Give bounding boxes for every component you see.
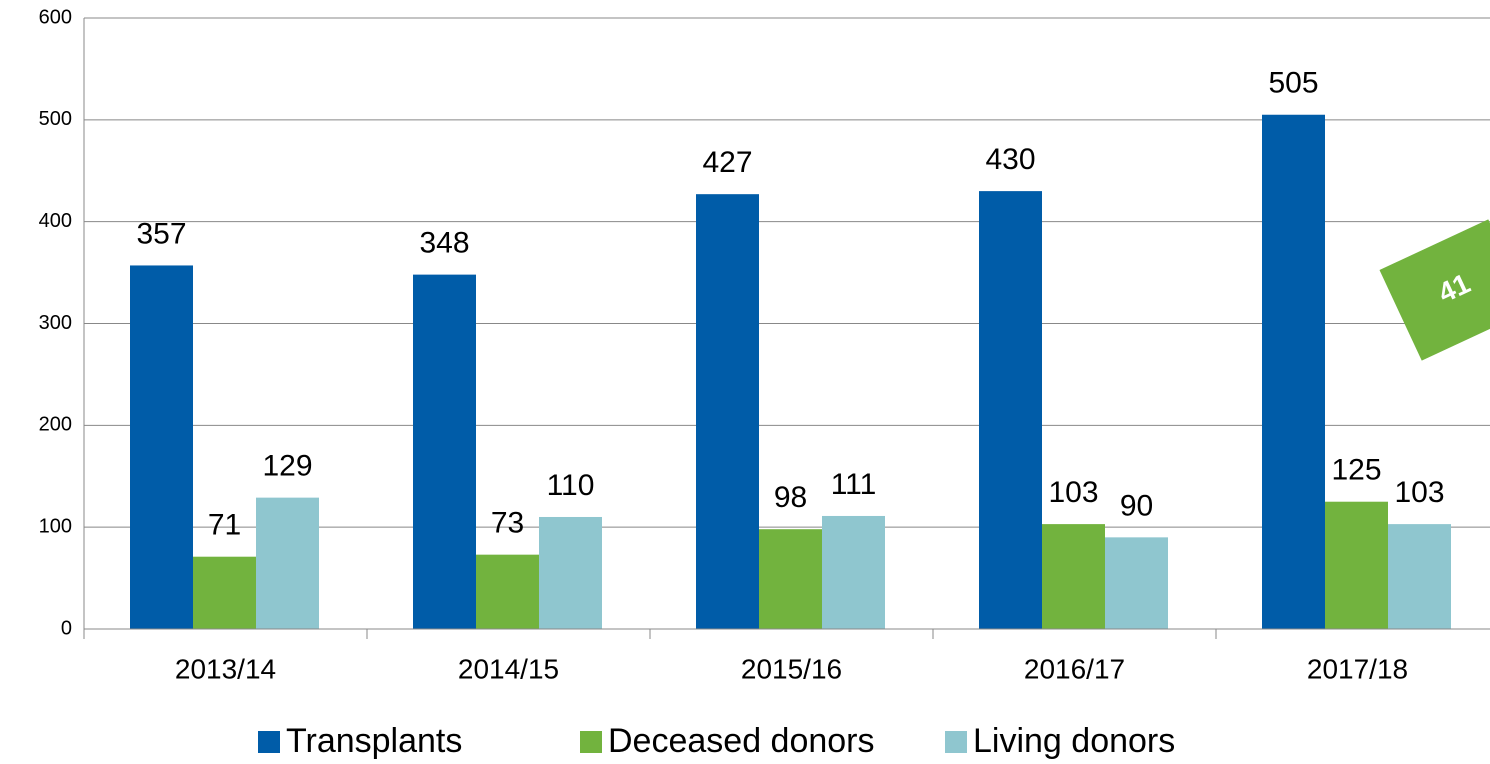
y-tick-label: 100 xyxy=(39,515,72,537)
data-label: 125 xyxy=(1331,454,1381,487)
x-tick-label: 2013/14 xyxy=(175,653,276,684)
data-label: 90 xyxy=(1120,489,1153,522)
bar xyxy=(759,529,822,629)
data-label: 73 xyxy=(491,507,524,540)
bar xyxy=(1262,114,1325,629)
bar xyxy=(193,556,256,629)
legend-swatch xyxy=(258,731,280,753)
x-tick-label: 2016/17 xyxy=(1024,653,1125,684)
x-tick-label: 2014/15 xyxy=(458,653,559,684)
data-label: 71 xyxy=(208,509,241,542)
data-label: 348 xyxy=(419,227,469,260)
legend-swatch xyxy=(580,731,602,753)
data-label: 98 xyxy=(774,481,807,514)
legend-label: Transplants xyxy=(286,722,462,760)
bar xyxy=(1388,524,1451,629)
bar xyxy=(256,497,319,629)
data-label: 103 xyxy=(1048,476,1098,509)
x-tick-label: 2017/18 xyxy=(1307,653,1408,684)
data-label: 430 xyxy=(985,143,1035,176)
bar xyxy=(1105,537,1168,629)
data-label: 103 xyxy=(1394,476,1444,509)
bar xyxy=(1325,501,1388,629)
badge-bg xyxy=(1379,219,1490,361)
y-tick-label: 500 xyxy=(39,108,72,130)
data-label: 357 xyxy=(136,217,186,250)
legend-swatch xyxy=(945,731,967,753)
data-label: 505 xyxy=(1268,67,1318,100)
data-label: 111 xyxy=(831,468,877,501)
x-tick-label: 2015/16 xyxy=(741,653,842,684)
y-tick-label: 300 xyxy=(39,312,72,334)
legend-label: Living donors xyxy=(973,722,1175,760)
data-label: 427 xyxy=(702,146,752,179)
data-label: 110 xyxy=(547,469,595,502)
bar xyxy=(413,274,476,629)
bar xyxy=(1042,524,1105,629)
bar xyxy=(822,515,885,629)
legend-label: Deceased donors xyxy=(608,722,875,760)
bar xyxy=(539,516,602,629)
annotation-badge: 41 xyxy=(1379,219,1490,361)
data-label: 129 xyxy=(262,450,312,483)
y-tick-label: 0 xyxy=(61,617,72,639)
y-tick-label: 600 xyxy=(39,6,72,28)
y-tick-label: 200 xyxy=(39,414,72,436)
bar xyxy=(979,191,1042,629)
bar xyxy=(696,194,759,629)
y-tick-label: 400 xyxy=(39,210,72,232)
bar xyxy=(476,554,539,629)
bar xyxy=(130,265,193,629)
